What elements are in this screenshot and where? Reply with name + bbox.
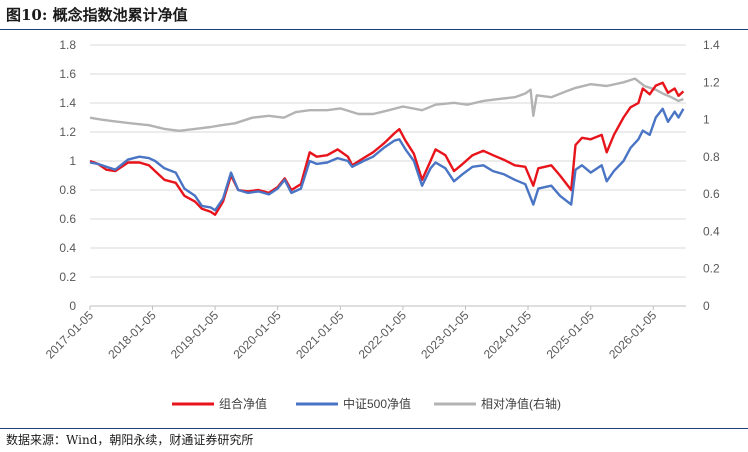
x-tick-label: 2022-01-05	[356, 308, 410, 362]
gridlines	[90, 44, 686, 278]
y-left-tick-label: 0	[69, 299, 76, 313]
y-right-tick-label: 0.2	[703, 262, 720, 276]
y-right-tick-label: 1.4	[703, 38, 720, 52]
source-rule	[0, 428, 748, 429]
y-left-tick-label: 1.2	[59, 125, 76, 139]
y-left-tick-label: 1	[69, 154, 76, 168]
legend-label-2: 相对净值(右轴)	[481, 396, 561, 411]
y-right-tick-label: 0	[703, 299, 710, 313]
legend: 组合净值 中证500净值 相对净值(右轴)	[172, 396, 561, 411]
x-tick-label: 2020-01-05	[230, 308, 284, 362]
line-chart: 0 0.2 0.4 0.6 0.8 1 1.2 1.4 1.6 1.8 0 0.2 0.4 0.6 0.8 1…	[43, 38, 720, 411]
legend-label-0: 组合净值	[219, 396, 267, 411]
x-tick-label: 2026-01-05	[606, 308, 660, 362]
axes	[89, 305, 686, 310]
x-tick-label: 2017-01-05	[43, 308, 97, 362]
series-line-2	[89, 77, 684, 133]
y-left-tick-label: 0.4	[59, 241, 76, 255]
y-right-tick-label: 1	[703, 113, 710, 127]
y-left-tick-label: 0.6	[59, 212, 76, 226]
x-tick-label: 2018-01-05	[105, 308, 159, 362]
x-tick-label: 2025-01-05	[544, 308, 598, 362]
y-right-tick-label: 1.2	[703, 75, 720, 89]
y-left-tick-label: 0.8	[59, 183, 76, 197]
tick-labels: 0 0.2 0.4 0.6 0.8 1 1.2 1.4 1.6 1.8 0 0.2 0.4 0.6 0.8 1…	[43, 38, 720, 362]
y-left-tick-label: 1.6	[59, 67, 76, 81]
title-rule	[0, 29, 748, 30]
y-left-tick-label: 0.2	[59, 270, 76, 284]
series-line-0	[89, 81, 685, 216]
y-left-tick-label: 1.4	[59, 96, 76, 110]
x-tick-label: 2019-01-05	[168, 308, 222, 362]
y-right-tick-label: 0.6	[703, 187, 720, 201]
x-tick-label: 2023-01-05	[418, 308, 472, 362]
series-line-1	[89, 107, 685, 212]
y-right-tick-label: 0.4	[703, 224, 720, 238]
x-tick-label: 2024-01-05	[481, 308, 535, 362]
y-left-tick-label: 1.8	[59, 38, 76, 52]
series-lines	[89, 77, 685, 216]
legend-label-1: 中证500净值	[343, 396, 411, 411]
source-note: 数据来源：Wind，朝阳永续，财通证券研究所	[6, 433, 254, 447]
x-tick-label: 2021-01-05	[293, 308, 347, 362]
figure-title: 图10: 概念指数池累计净值	[6, 6, 188, 24]
y-right-tick-label: 0.8	[703, 150, 720, 164]
